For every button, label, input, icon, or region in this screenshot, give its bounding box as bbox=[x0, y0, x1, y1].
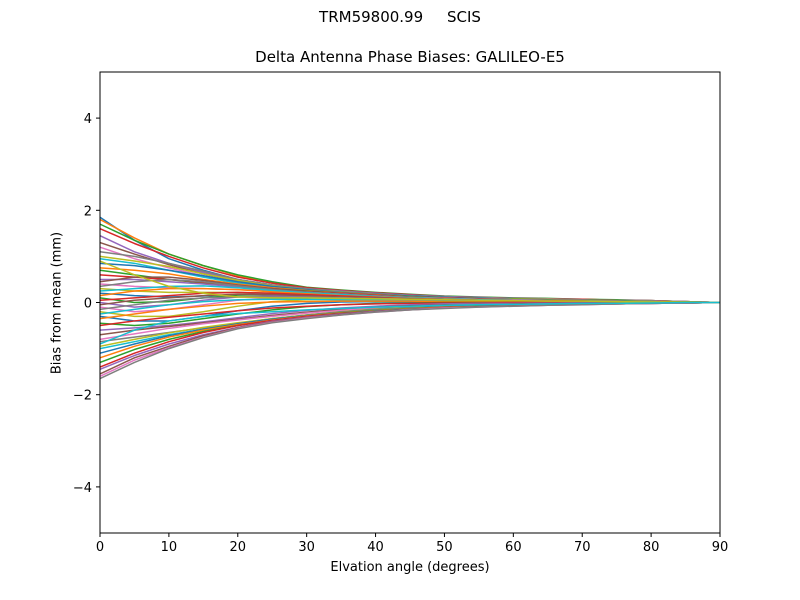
x-tick-label: 90 bbox=[712, 540, 729, 555]
y-tick-label: −2 bbox=[73, 389, 92, 404]
x-tick-label: 50 bbox=[436, 540, 453, 555]
x-tick-label: 0 bbox=[96, 540, 104, 555]
x-tick-label: 70 bbox=[574, 540, 591, 555]
x-tick-label: 60 bbox=[505, 540, 522, 555]
x-tick-label: 30 bbox=[298, 540, 315, 555]
x-tick-label: 40 bbox=[367, 540, 384, 555]
x-tick-label: 80 bbox=[643, 540, 660, 555]
x-axis-label: Elvation angle (degrees) bbox=[330, 560, 490, 575]
series-line-49 bbox=[99, 260, 721, 304]
x-tick-label: 10 bbox=[161, 540, 178, 555]
y-axis-label: Bias from mean (mm) bbox=[49, 231, 65, 375]
chart-title: Delta Antenna Phase Biases: GALILEO-E5 bbox=[255, 48, 565, 66]
y-tick-label: 2 bbox=[84, 204, 92, 219]
y-tick-label: 4 bbox=[84, 112, 92, 127]
series-line-50 bbox=[99, 301, 720, 345]
y-tick-label: −4 bbox=[73, 481, 92, 496]
x-tick-label: 20 bbox=[230, 540, 247, 555]
figure-suptitle: TRM59800.99 SCIS bbox=[319, 8, 481, 26]
y-tick-label: 0 bbox=[84, 297, 92, 312]
